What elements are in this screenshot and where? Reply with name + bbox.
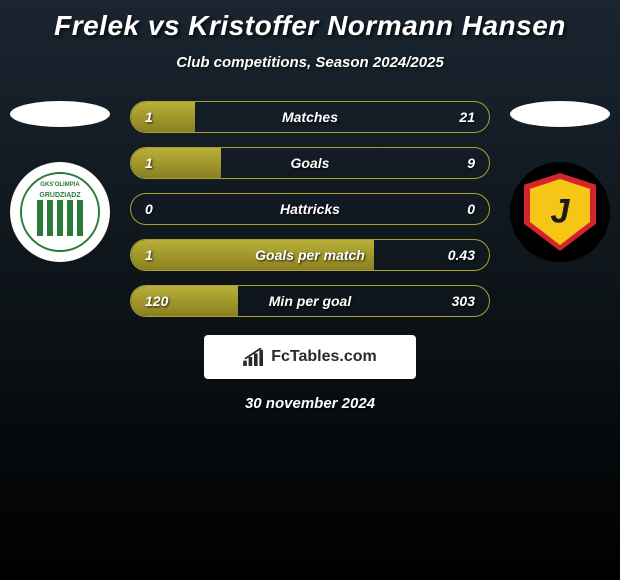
bar-chart-icon [243,348,265,366]
stat-row: 1 Goals per match 0.43 [130,239,490,271]
stat-left-value: 120 [145,293,168,309]
stat-label: Goals per match [255,247,365,263]
stat-row: 120 Min per goal 303 [130,285,490,317]
right-country-badge [510,101,610,127]
subtitle: Club competitions, Season 2024/2025 [0,54,620,71]
stat-left-value: 1 [145,247,153,263]
stat-right-value: 9 [467,155,475,171]
stat-fill [131,102,195,132]
right-club-logo: J [510,162,610,262]
stripes-icon [36,200,84,236]
stat-left-value: 1 [145,109,153,125]
stat-right-value: 21 [459,109,475,125]
stat-row: 1 Matches 21 [130,101,490,133]
left-club-text-1: GKS'OLIMPIA [40,182,79,188]
stat-label: Matches [282,109,338,125]
page-title: Frelek vs Kristoffer Normann Hansen [0,10,620,42]
main-content: GKS'OLIMPIA GRUDZIĄDZ 1 Matches 21 1 Goals 9 0… [0,101,620,317]
stat-label: Hattricks [280,201,340,217]
stat-left-value: 1 [145,155,153,171]
left-country-badge [10,101,110,127]
stat-row: 1 Goals 9 [130,147,490,179]
stat-label: Goals [291,155,330,171]
left-club-text-2: GRUDZIĄDZ [39,192,80,199]
stats-bars: 1 Matches 21 1 Goals 9 0 Hattricks 0 1 Goals per m… [130,101,490,317]
left-club-badge: GKS'OLIMPIA GRUDZIĄDZ [20,172,100,252]
stat-right-value: 303 [452,293,475,309]
stat-right-value: 0.43 [448,247,475,263]
date-text: 30 november 2024 [0,395,620,412]
stat-label: Min per goal [269,293,351,309]
left-club-logo: GKS'OLIMPIA GRUDZIĄDZ [10,162,110,262]
brand-text: FcTables.com [271,348,377,366]
stat-left-value: 0 [145,201,153,217]
left-player-column: GKS'OLIMPIA GRUDZIĄDZ [0,101,120,262]
right-player-column: J [500,101,620,262]
shield-letter: J [551,193,570,232]
comparison-infographic: Frelek vs Kristoffer Normann Hansen Club… [0,0,620,580]
stat-right-value: 0 [467,201,475,217]
stat-row: 0 Hattricks 0 [130,193,490,225]
brand-badge[interactable]: FcTables.com [204,335,416,379]
shield-icon: J [524,173,596,251]
